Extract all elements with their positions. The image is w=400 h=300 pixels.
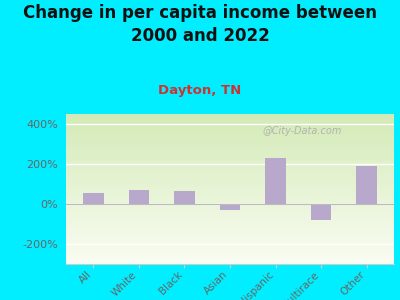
Text: Dayton, TN: Dayton, TN <box>158 84 242 97</box>
Bar <box>356 166 377 204</box>
Bar <box>265 158 286 204</box>
Text: Change in per capita income between
2000 and 2022: Change in per capita income between 2000… <box>23 4 377 45</box>
Bar <box>129 190 149 204</box>
Bar <box>174 191 195 204</box>
Bar <box>83 193 104 204</box>
Bar <box>220 204 240 210</box>
Text: @City-Data.com: @City-Data.com <box>263 126 342 136</box>
Bar <box>311 204 331 220</box>
